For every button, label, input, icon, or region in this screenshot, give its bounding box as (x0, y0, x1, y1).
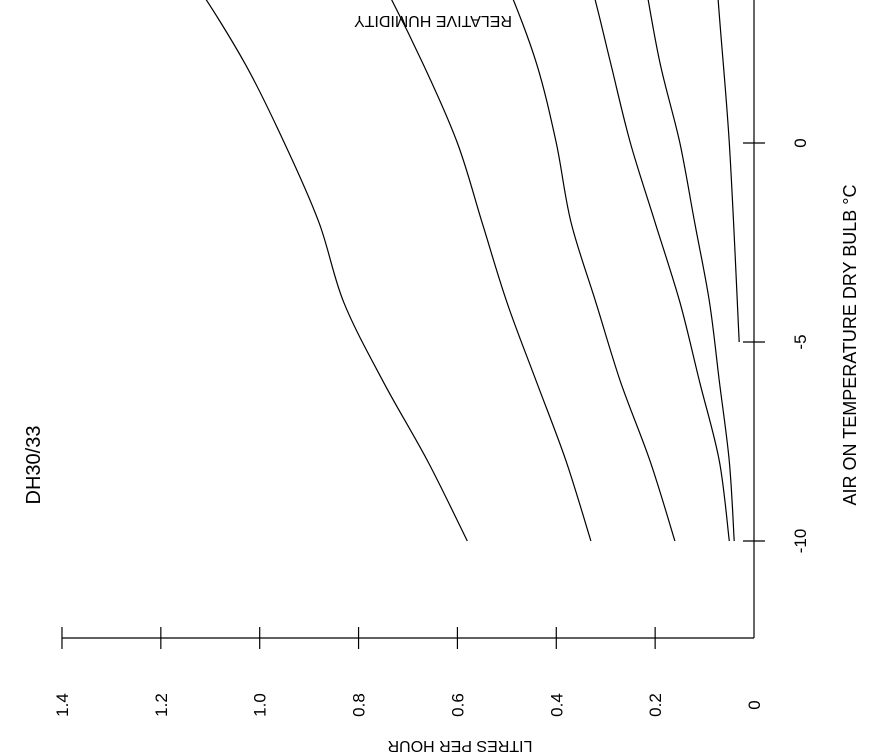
series-line-40-percent (717, 0, 740, 343)
series-line-80-percent (391, 0, 592, 542)
y-tick-label: 0.6 (448, 693, 467, 717)
series-line-50-percent (647, 0, 735, 542)
y-axis-label: LITRES PER HOUR (388, 737, 533, 754)
series-line-60-percent (594, 0, 730, 542)
series-line-90-percent (205, 0, 468, 542)
y-tick-label: 0.8 (350, 693, 369, 717)
y-tick-label: 0.4 (547, 693, 566, 717)
y-tick-label: 1.0 (251, 693, 270, 717)
y-tick-label: 1.2 (152, 693, 171, 717)
y-tick-label: 0.2 (646, 693, 665, 717)
y-tick-label: 1.4 (53, 693, 72, 717)
x-tick-label: -10 (791, 529, 810, 554)
series-line-70-percent (512, 0, 676, 542)
humidity-curves (205, 0, 740, 542)
legend-title: RELATIVE HUMIDITY (354, 12, 512, 29)
x-axis-label: AIR ON TEMPERATURE DRY BULB °C (840, 185, 860, 506)
x-axis-ticks: -10-50510 (743, 138, 810, 554)
y-axis-ticks: 0 0.2 0.4 0.6 0.8 1.0 1.2 1.4 (53, 627, 764, 717)
x-tick-label: 0 (791, 138, 810, 147)
chart-title: DH30/33 (23, 426, 45, 505)
y-tick-label: 0 (745, 700, 764, 709)
x-tick-label: -5 (791, 334, 810, 349)
